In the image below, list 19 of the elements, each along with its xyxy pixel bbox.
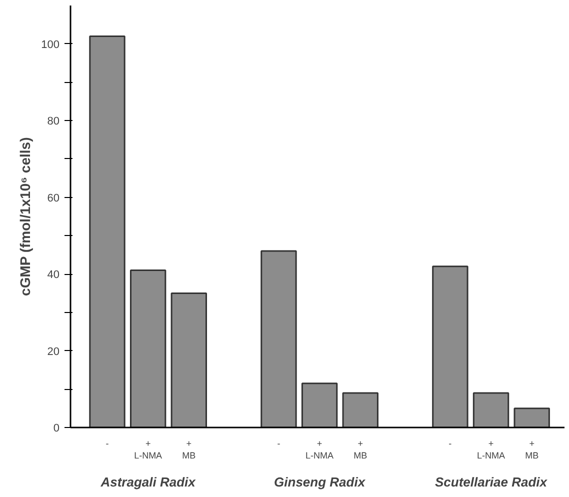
y-tick-label: 40 xyxy=(47,269,60,282)
x-tick-label: - xyxy=(277,438,280,448)
x-tick-label: + L-NMA xyxy=(477,438,506,460)
text: Scutellariae Radix xyxy=(435,474,548,490)
text: Astragali Radix xyxy=(100,474,196,490)
text: Ginseng Radix xyxy=(274,474,366,490)
x-tick-label: + L-NMA xyxy=(134,438,162,460)
x-tick-label: + MB xyxy=(525,438,539,460)
y-tick-label: 80 xyxy=(47,116,60,128)
x-tick-label: + L-NMA xyxy=(306,438,334,460)
x-tick-label: + MB xyxy=(354,438,368,460)
x-tick-label: - xyxy=(448,438,452,448)
y-axis-title: cGMP (fmol/1x10⁶ cells) xyxy=(17,137,34,296)
y-tick-label: 100 xyxy=(41,38,60,51)
y-tick-label: 60 xyxy=(47,192,60,204)
x-tick-label: - xyxy=(106,438,109,448)
y-tick-label: 20 xyxy=(47,346,60,358)
y-tick-label: 0 xyxy=(53,422,60,434)
x-tick-label: + MB xyxy=(182,438,196,460)
